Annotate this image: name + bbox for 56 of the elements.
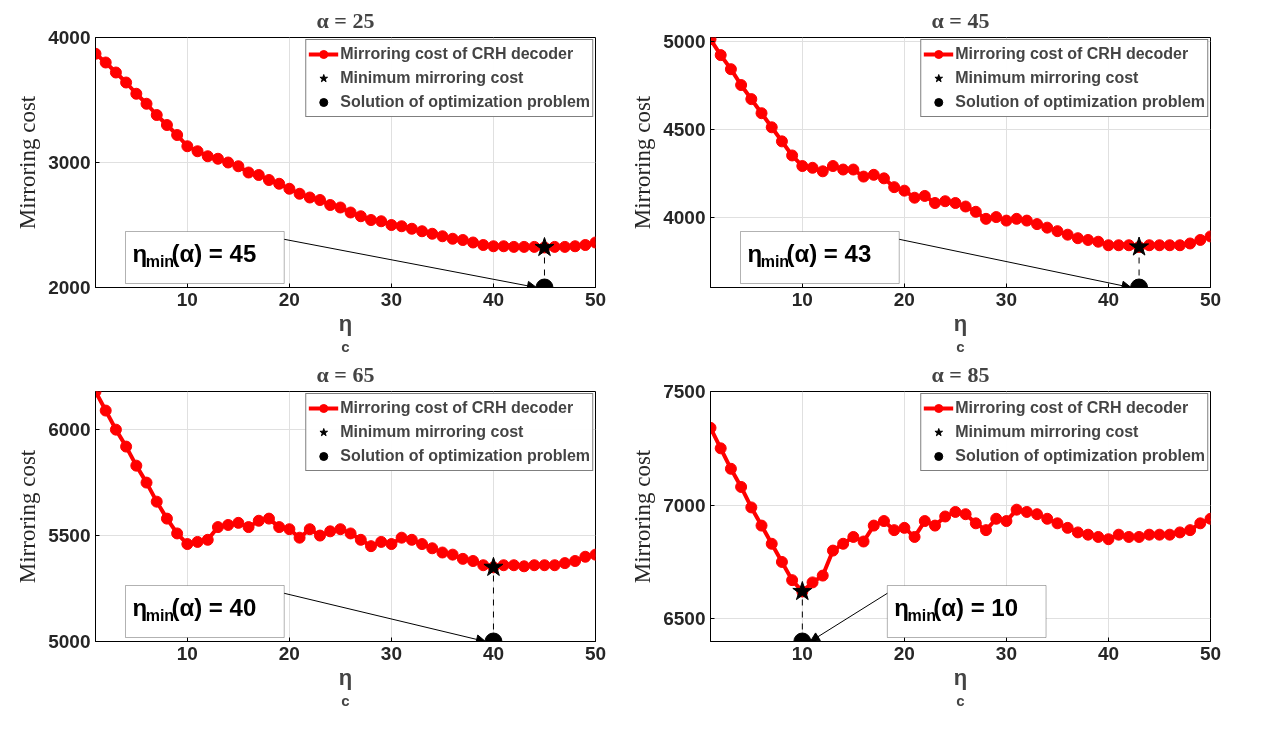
y-tick-label: 4000 [663,206,706,228]
y-tick-label: 6000 [48,419,91,441]
x-tick-label: 40 [1097,642,1120,664]
chart-title: α = 65 [316,361,375,387]
legend-label: Solution of optimization problem [340,92,590,112]
legend-label: Minimum mirroring cost [955,68,1139,88]
x-tick-label: 10 [791,642,813,664]
y-tick-label: 5500 [48,525,91,547]
y-axis-title: Mirroring cost [630,95,656,230]
y-tick-label: 7500 [663,381,706,402]
y-axis-title: Mirroring cost [15,95,41,230]
x-axis-title: ηc [953,664,968,709]
x-tick-label: 50 [584,642,607,664]
y-tick-label: 3000 [48,152,91,173]
y-tick-label: 5000 [48,631,91,652]
y-axis-title: Mirroring cost [15,449,41,584]
legend-label: Solution of optimization problem [955,92,1205,112]
legend-label: Mirroring cost of CRH decoder [340,44,574,64]
legend-label: Mirroring cost of CRH decoder [340,398,574,418]
legend-label: Minimum mirroring cost [340,422,524,442]
x-tick-label: 10 [176,288,198,310]
chart-title: α = 85 [931,361,990,387]
y-tick-label: 7000 [663,494,706,516]
x-tick-label: 20 [278,642,300,664]
x-tick-label: 30 [380,288,402,310]
x-tick-label: 30 [380,642,402,664]
x-tick-label: 20 [893,288,915,310]
y-tick-label: 6500 [663,608,706,630]
chart-title: α = 45 [931,7,990,33]
x-tick-label: 30 [995,288,1017,310]
x-tick-label: 20 [278,288,300,310]
y-axis-title: Mirroring cost [630,449,656,584]
x-tick-label: 40 [482,642,505,664]
x-tick-label: 20 [893,642,915,664]
x-tick-label: 10 [791,288,813,310]
y-tick-label: 2000 [48,277,91,298]
legend-label: Minimum mirroring cost [955,422,1139,442]
x-tick-label: 50 [1199,642,1222,664]
legend-label: Minimum mirroring cost [340,68,524,88]
chart-title: α = 25 [316,7,375,33]
x-axis-title: ηc [338,664,353,709]
legend-label: Mirroring cost of CRH decoder [955,398,1189,418]
x-tick-label: 30 [995,642,1017,664]
x-tick-label: 50 [584,288,607,310]
y-tick-label: 4000 [48,27,91,48]
x-tick-label: 50 [1199,288,1222,310]
x-tick-label: 40 [482,288,505,310]
y-tick-label: 5000 [663,30,706,52]
x-axis-title: ηc [953,310,968,355]
x-tick-label: 10 [176,642,198,664]
legend-label: Mirroring cost of CRH decoder [955,44,1189,64]
legend-label: Solution of optimization problem [955,446,1205,466]
legend-label: Solution of optimization problem [340,446,590,466]
y-tick-label: 4500 [663,118,706,140]
x-tick-label: 40 [1097,288,1120,310]
x-axis-title: ηc [338,310,353,355]
